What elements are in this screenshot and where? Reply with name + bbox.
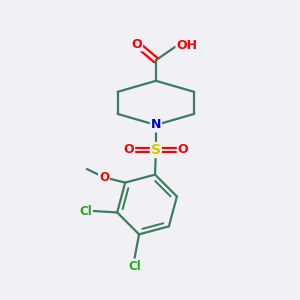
Text: Cl: Cl [128,260,141,273]
Text: N: N [151,118,161,131]
Text: O: O [131,38,142,50]
Text: Cl: Cl [79,205,92,218]
Text: O: O [124,143,134,157]
Text: O: O [99,171,109,184]
Text: O: O [178,143,188,157]
Text: OH: OH [176,39,197,52]
Text: S: S [151,143,161,157]
